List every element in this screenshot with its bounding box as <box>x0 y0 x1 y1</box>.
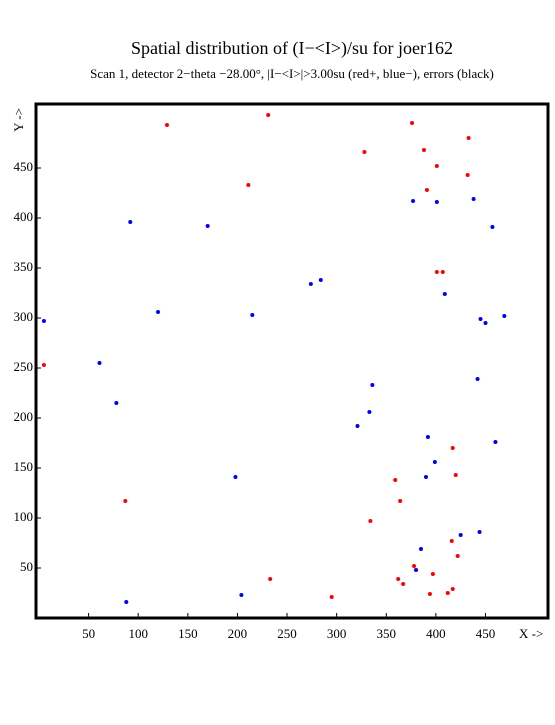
point <box>124 600 129 604</box>
point <box>250 313 255 317</box>
point <box>434 164 439 168</box>
point <box>411 199 416 203</box>
point <box>367 410 372 414</box>
chart-title: Spatial distribution of (I−<I>)/su for j… <box>131 38 453 59</box>
point <box>329 595 334 599</box>
y-axis-label: Y -> <box>11 108 26 132</box>
point <box>97 361 102 365</box>
x-tick-label: 400 <box>426 626 446 641</box>
point <box>434 270 439 274</box>
point <box>412 564 417 568</box>
point <box>41 363 46 367</box>
x-tick-label: 300 <box>327 626 347 641</box>
point <box>483 321 488 325</box>
point <box>414 568 419 572</box>
point <box>445 591 450 595</box>
point <box>424 188 429 192</box>
point <box>432 460 437 464</box>
point <box>368 519 373 523</box>
point <box>493 440 498 444</box>
point <box>421 148 426 152</box>
point <box>478 317 483 321</box>
point <box>430 572 435 576</box>
point <box>370 383 375 387</box>
point <box>425 435 430 439</box>
point <box>233 475 238 479</box>
point <box>471 197 476 201</box>
x-tick-label: 250 <box>277 626 297 641</box>
x-tick-label: 50 <box>82 626 95 641</box>
y-tick-label: 200 <box>14 409 34 424</box>
point <box>442 292 447 296</box>
point <box>318 278 323 282</box>
point <box>308 282 313 286</box>
y-tick-label: 350 <box>14 259 34 274</box>
point <box>164 123 169 127</box>
point <box>423 475 428 479</box>
y-tick-label: 50 <box>20 559 33 574</box>
point <box>355 424 360 428</box>
point <box>266 113 271 117</box>
point <box>465 173 470 177</box>
point <box>393 478 398 482</box>
point <box>114 401 119 405</box>
point <box>128 220 133 224</box>
point <box>246 183 251 187</box>
point <box>490 225 495 229</box>
point <box>434 200 439 204</box>
point <box>205 224 210 228</box>
point <box>41 319 46 323</box>
point <box>450 587 455 591</box>
point <box>455 554 460 558</box>
x-tick-label: 200 <box>228 626 248 641</box>
point <box>427 592 432 596</box>
point <box>268 577 273 581</box>
point <box>123 499 128 503</box>
point <box>396 577 401 581</box>
point <box>362 150 367 154</box>
point <box>401 582 406 586</box>
chart-subtitle: Scan 1, detector 2−theta −28.00°, |I−<I>… <box>90 66 494 81</box>
x-tick-label: 350 <box>377 626 397 641</box>
point <box>477 530 482 534</box>
point <box>449 539 454 543</box>
point <box>156 310 161 314</box>
point <box>453 473 458 477</box>
y-tick-label: 400 <box>14 209 34 224</box>
point <box>410 121 415 125</box>
point <box>450 446 455 450</box>
x-tick-label: 450 <box>476 626 496 641</box>
point <box>502 314 507 318</box>
plot-frame <box>34 102 550 620</box>
point <box>418 547 423 551</box>
y-tick-label: 100 <box>14 509 34 524</box>
point <box>458 533 463 537</box>
point <box>440 270 445 274</box>
point <box>475 377 480 381</box>
point <box>398 499 403 503</box>
y-tick-label: 250 <box>14 359 34 374</box>
point <box>466 136 471 140</box>
x-axis-label: X -> <box>519 626 543 641</box>
x-tick-label: 100 <box>128 626 148 641</box>
y-tick-label: 300 <box>14 309 34 324</box>
y-tick-label: 150 <box>14 459 34 474</box>
x-tick-label: 150 <box>178 626 198 641</box>
point <box>239 593 244 597</box>
y-tick-label: 450 <box>14 159 34 174</box>
